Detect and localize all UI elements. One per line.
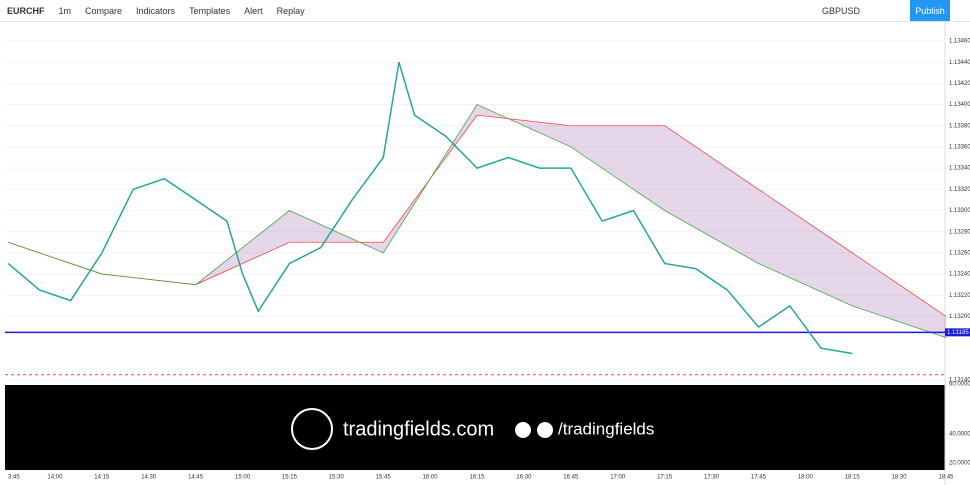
price-label: 1.13460 (949, 39, 970, 45)
time-label: 16:15 (469, 475, 485, 481)
cloud (8, 104, 947, 338)
time-label: 14:45 (188, 475, 204, 481)
time-label: 15:30 (329, 475, 345, 481)
time-label: 15:15 (282, 475, 298, 481)
time-label: 14:00 (47, 475, 63, 481)
price-label: 1.13400 (949, 102, 970, 108)
tool-item[interactable]: Compare (85, 5, 123, 16)
price-label: 1.13220 (949, 293, 970, 299)
site: tradingfields.com (343, 418, 494, 440)
time-label: 16:00 (423, 475, 439, 481)
symbol[interactable]: EURCHF (7, 5, 45, 16)
time-label: 16:45 (563, 475, 579, 481)
price-label: 1.13260 (949, 250, 970, 256)
price-label: 1.13200 (949, 314, 970, 320)
tool-item[interactable]: Alert (244, 5, 263, 16)
time-label: 17:15 (657, 475, 673, 481)
lower-label: 60.0000 (949, 382, 970, 388)
twitter-icon (515, 422, 531, 438)
price-label: 1.13360 (949, 145, 970, 151)
time-label: 18:00 (798, 475, 814, 481)
interval[interactable]: 1m (58, 5, 72, 16)
price-label: 1.13420 (949, 81, 970, 87)
publish-button[interactable]: Publish (910, 0, 950, 21)
time-label: 14:30 (141, 475, 157, 481)
time-label: 17:30 (704, 475, 720, 481)
pair[interactable]: GBPUSD (821, 5, 860, 16)
banner (5, 385, 945, 470)
price-label: 1.13280 (949, 229, 970, 235)
time-label: 18:45 (938, 475, 954, 481)
span-b (7, 104, 947, 339)
price-label: 1.13340 (949, 166, 970, 172)
price-label: 1.13300 (949, 208, 970, 214)
google-icon (537, 422, 553, 438)
price-label: 1.13140 (949, 378, 970, 384)
time-label: 18:30 (892, 475, 908, 481)
tool-items: Compare Indicators Templates Alert Replay (78, 6, 312, 16)
logo (291, 408, 333, 450)
time-label: 16:30 (516, 475, 532, 481)
chart: tradingfields.com /tradingfields 1.13460… (5, 22, 970, 485)
time-label: 15:00 (235, 475, 251, 481)
time-label: 17:45 (751, 475, 767, 481)
price-line (7, 61, 853, 355)
tool-item[interactable]: Indicators (136, 5, 176, 16)
price-label: 1.13380 (949, 123, 970, 129)
handle: /tradingfields (558, 419, 654, 438)
level-label: 1.13185 (947, 330, 969, 336)
toolbar: EURCHF 1m Compare Indicators Templates Aler… (0, 0, 970, 22)
price-label: 1.13240 (949, 272, 970, 278)
lower-label: 20.0000 (949, 461, 970, 467)
time-label: 15:45 (376, 475, 392, 481)
lower-label: 40.0000 (949, 432, 970, 438)
price-label: 1.13440 (949, 60, 970, 66)
time-label: 17:00 (610, 475, 626, 481)
span-a (7, 114, 947, 317)
tool-item[interactable]: Templates (189, 5, 231, 16)
time-label: 14:15 (94, 475, 110, 481)
time-label: 18:15 (845, 475, 861, 481)
time-label: 3:45 (8, 475, 20, 481)
level-tag (945, 328, 970, 337)
price-label: 1.13320 (949, 187, 970, 193)
tool-item[interactable]: Replay (276, 5, 305, 16)
